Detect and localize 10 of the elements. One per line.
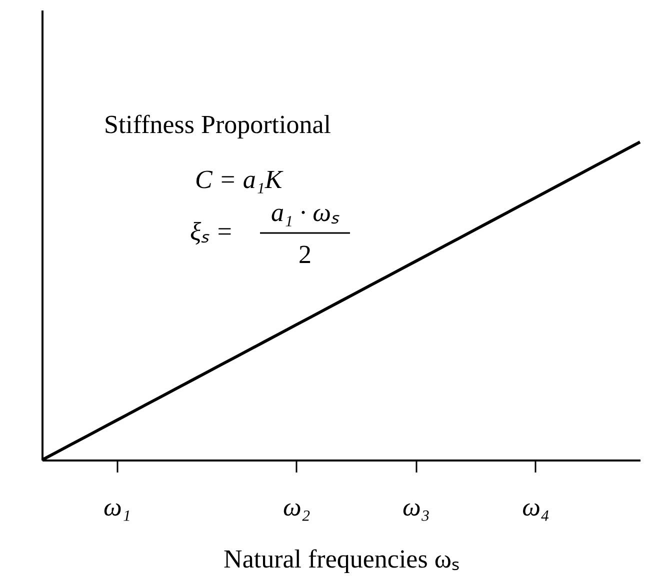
text: Stiffness Proportional xyxy=(104,110,332,139)
x-tick-label: ω₃ xyxy=(402,492,430,522)
x-axis-title: Natural frequencies ωₛ xyxy=(224,544,460,574)
annotation: ξₛ = xyxy=(190,217,234,246)
annotation: 2 xyxy=(298,240,312,269)
annotation: C = a₁K xyxy=(195,165,284,194)
x-tick-label: ω₂ xyxy=(282,492,310,522)
annotation: a₁ · ωₛ xyxy=(271,198,340,227)
x-tick-label: ω₄ xyxy=(522,492,550,522)
x-tick-label: ω₁ xyxy=(104,492,131,522)
